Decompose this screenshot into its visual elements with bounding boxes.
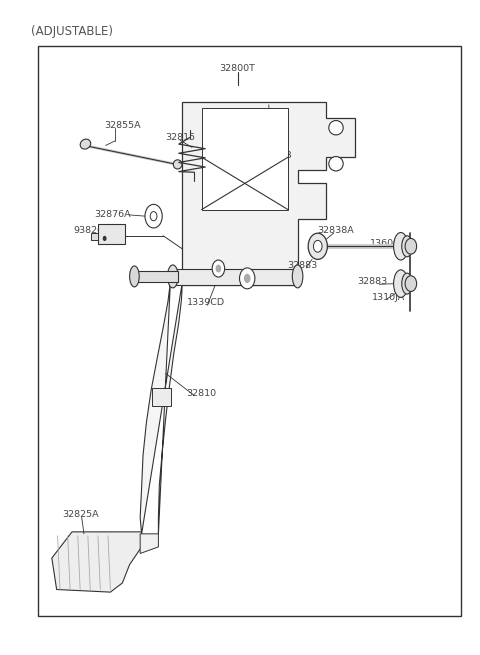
Circle shape (308, 233, 327, 259)
Polygon shape (182, 102, 355, 285)
Ellipse shape (402, 236, 412, 257)
Polygon shape (140, 534, 158, 553)
Bar (152, 388, 171, 406)
Polygon shape (52, 532, 142, 592)
Circle shape (244, 274, 251, 283)
Text: 32883: 32883 (287, 261, 318, 270)
Ellipse shape (329, 121, 343, 135)
Ellipse shape (130, 266, 139, 287)
Circle shape (313, 240, 322, 252)
Text: 32825A: 32825A (62, 510, 99, 519)
Bar (98, 224, 125, 244)
Ellipse shape (394, 233, 408, 260)
Ellipse shape (173, 160, 182, 169)
Circle shape (145, 204, 162, 228)
Circle shape (405, 238, 417, 254)
Text: 32810: 32810 (187, 388, 216, 398)
Circle shape (103, 236, 107, 241)
Text: 32876A: 32876A (95, 210, 131, 219)
Bar (91, 233, 98, 240)
Circle shape (150, 212, 157, 221)
Circle shape (405, 276, 417, 291)
Ellipse shape (292, 265, 303, 288)
Text: (ADJUSTABLE): (ADJUSTABLE) (31, 25, 113, 38)
Polygon shape (134, 271, 178, 282)
Circle shape (240, 268, 255, 289)
Text: 1360GH: 1360GH (370, 239, 408, 248)
Ellipse shape (80, 139, 91, 149)
Text: 1339CD: 1339CD (187, 298, 226, 307)
Polygon shape (140, 282, 182, 534)
Ellipse shape (402, 273, 412, 294)
Text: 32800T: 32800T (220, 64, 255, 73)
Ellipse shape (394, 270, 408, 297)
Text: 1310JA: 1310JA (372, 293, 406, 302)
Text: 32830B: 32830B (255, 151, 292, 160)
Circle shape (212, 260, 225, 277)
Text: 32855A: 32855A (104, 121, 141, 130)
Text: 32815: 32815 (165, 133, 195, 142)
Polygon shape (202, 108, 288, 210)
Text: 32883: 32883 (357, 277, 387, 286)
Text: 93820B: 93820B (73, 226, 109, 235)
Polygon shape (173, 269, 298, 285)
Bar (38, 46, 461, 616)
Circle shape (216, 265, 221, 272)
Ellipse shape (168, 265, 178, 288)
Ellipse shape (329, 157, 343, 171)
Text: 32838A: 32838A (318, 226, 354, 235)
